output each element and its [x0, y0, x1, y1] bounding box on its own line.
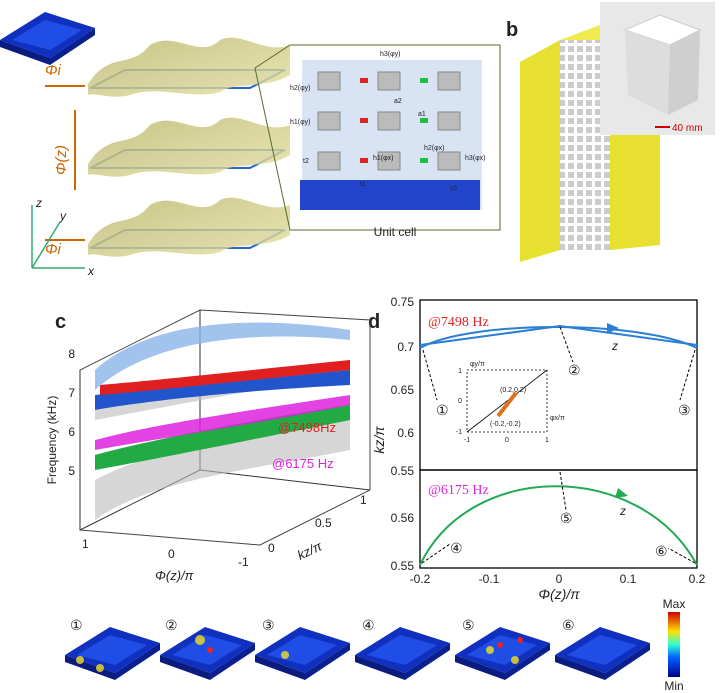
tick-label: 0	[458, 398, 462, 405]
label: h2(φx)	[424, 145, 445, 152]
leaders	[421, 326, 696, 564]
label: t2	[303, 158, 309, 165]
tick-label: 7	[68, 386, 75, 400]
axis-label: Φ(z)/π	[155, 568, 194, 583]
label: h3(φx)	[465, 155, 486, 162]
axes	[31, 205, 85, 269]
label: u1	[450, 185, 458, 192]
band-label: @7498Hz	[278, 420, 336, 435]
arrowhead	[615, 488, 628, 498]
curve	[419, 326, 698, 349]
inset-frame	[254, 44, 501, 231]
unit-cell	[300, 60, 482, 210]
axis-label: kz/π	[371, 426, 387, 454]
colorbar-label: Min	[664, 679, 683, 693]
label: h1(φy)	[290, 119, 311, 126]
tick-label: 0	[268, 541, 275, 555]
tick-label: 0.2	[689, 572, 706, 586]
freq-label: @6175 Hz	[428, 483, 489, 498]
tick-label: -1	[238, 555, 249, 569]
tick-label: 8	[68, 347, 75, 361]
marker: ④	[450, 540, 463, 556]
axis-label: x	[87, 264, 95, 278]
marker: ①	[70, 617, 83, 633]
tick-label: 1	[458, 368, 462, 375]
sample-photo	[520, 2, 715, 262]
freq-label: @7498 Hz	[428, 315, 489, 330]
tick-label: 0	[168, 547, 175, 561]
tick-label: 0.55	[391, 559, 415, 573]
tick-label: 1	[82, 537, 89, 551]
arrowhead	[607, 323, 619, 334]
tick-label: 0.75	[391, 295, 415, 309]
curve-label: z	[611, 339, 618, 353]
marker: ②	[165, 617, 178, 633]
field-maps	[0, 12, 680, 680]
marker: ⑥	[562, 617, 575, 633]
label: a2	[394, 98, 402, 105]
tick-label: 0	[556, 572, 563, 586]
tick-label: 0.6	[397, 426, 414, 440]
label: φx/π	[550, 415, 565, 422]
tick-label: -0.2	[410, 572, 431, 586]
tick-label: 0.56	[391, 511, 415, 525]
scale-label: 40 mm	[672, 123, 703, 134]
label: a1	[418, 111, 426, 118]
label: h2(φy)	[290, 85, 311, 92]
axis-label: z	[35, 196, 42, 210]
marker: ⑤	[560, 510, 573, 526]
plot-frames	[419, 299, 698, 569]
label: (-0.2,-0.2)	[490, 421, 521, 428]
panel-label: b	[506, 19, 518, 41]
label: Φi	[45, 241, 62, 258]
tick-label: 0	[505, 437, 509, 444]
layers	[87, 37, 291, 258]
tick-label: 0.65	[391, 383, 415, 397]
axis-label: kz/π	[295, 538, 325, 562]
band-label: @6175 Hz	[272, 456, 334, 471]
tick-label: 1	[360, 493, 367, 507]
label: Φ(z)	[53, 145, 70, 175]
label: Φi	[45, 62, 62, 79]
tick-label: 0.55	[391, 464, 415, 478]
tick-label: 5	[68, 464, 75, 478]
tick-label: 6	[68, 425, 75, 439]
tick-label: 0.7	[397, 340, 414, 354]
tick-label: 0.1	[620, 572, 637, 586]
label: t1	[360, 181, 366, 188]
inset-plot	[466, 369, 548, 433]
axis-label: Frequency (kHz)	[45, 396, 59, 485]
panel-label: c	[55, 311, 66, 333]
tick-label: 1	[545, 437, 549, 444]
axis-label: y	[59, 209, 67, 223]
marker: ②	[568, 362, 581, 378]
tick-label: -0.1	[479, 572, 500, 586]
marker: ⑤	[462, 617, 475, 633]
panel-label: d	[368, 311, 380, 333]
marker: ③	[678, 402, 691, 418]
marker: ⑥	[655, 543, 668, 559]
caption: Unit cell	[374, 225, 417, 239]
marker: ①	[436, 402, 449, 418]
axis-label: Φ(z)/π	[538, 586, 580, 602]
colorbar-label: Max	[663, 597, 686, 611]
curve-label: z	[619, 504, 626, 518]
marker: ④	[362, 617, 375, 633]
label: h3(φy)	[380, 51, 401, 58]
label: φy/π	[470, 361, 485, 368]
label: h1(φx)	[373, 155, 394, 162]
label: (0.2,0.2)	[500, 387, 526, 394]
tick-label: -1	[464, 437, 470, 444]
tick-label: -1	[456, 429, 462, 436]
bands	[95, 322, 350, 520]
marker: ③	[262, 617, 275, 633]
curve	[419, 485, 698, 566]
tick-label: 0.5	[315, 516, 332, 530]
